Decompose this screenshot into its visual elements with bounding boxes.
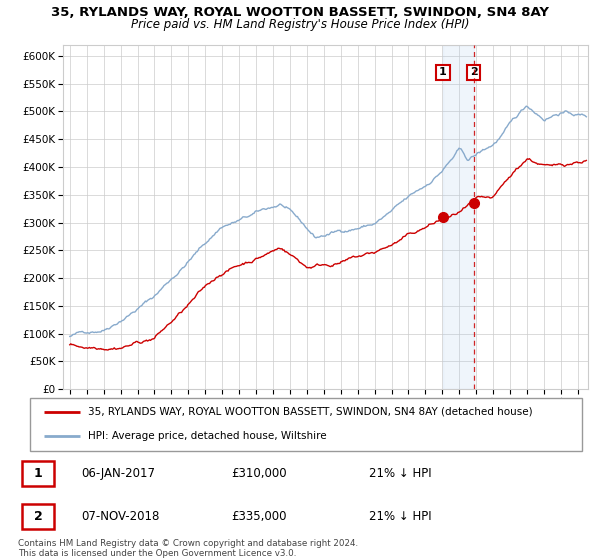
Text: 35, RYLANDS WAY, ROYAL WOOTTON BASSETT, SWINDON, SN4 8AY (detached house): 35, RYLANDS WAY, ROYAL WOOTTON BASSETT, …: [88, 407, 533, 417]
Text: HPI: Average price, detached house, Wiltshire: HPI: Average price, detached house, Wilt…: [88, 431, 326, 441]
Text: £335,000: £335,000: [231, 510, 286, 524]
Text: 07-NOV-2018: 07-NOV-2018: [81, 510, 160, 524]
Text: 21% ↓ HPI: 21% ↓ HPI: [369, 510, 432, 524]
Text: Contains HM Land Registry data © Crown copyright and database right 2024.
This d: Contains HM Land Registry data © Crown c…: [18, 539, 358, 558]
FancyBboxPatch shape: [22, 505, 54, 529]
Text: 21% ↓ HPI: 21% ↓ HPI: [369, 467, 432, 480]
Text: 1: 1: [439, 67, 447, 77]
Text: 35, RYLANDS WAY, ROYAL WOOTTON BASSETT, SWINDON, SN4 8AY: 35, RYLANDS WAY, ROYAL WOOTTON BASSETT, …: [51, 6, 549, 18]
FancyBboxPatch shape: [22, 461, 54, 486]
Text: 1: 1: [34, 467, 43, 480]
FancyBboxPatch shape: [30, 398, 582, 451]
Bar: [443, 45, 473, 389]
Text: 2: 2: [470, 67, 478, 77]
Text: 2: 2: [34, 510, 43, 524]
Text: Price paid vs. HM Land Registry's House Price Index (HPI): Price paid vs. HM Land Registry's House …: [131, 18, 469, 31]
Text: £310,000: £310,000: [231, 467, 287, 480]
Text: 06-JAN-2017: 06-JAN-2017: [81, 467, 155, 480]
